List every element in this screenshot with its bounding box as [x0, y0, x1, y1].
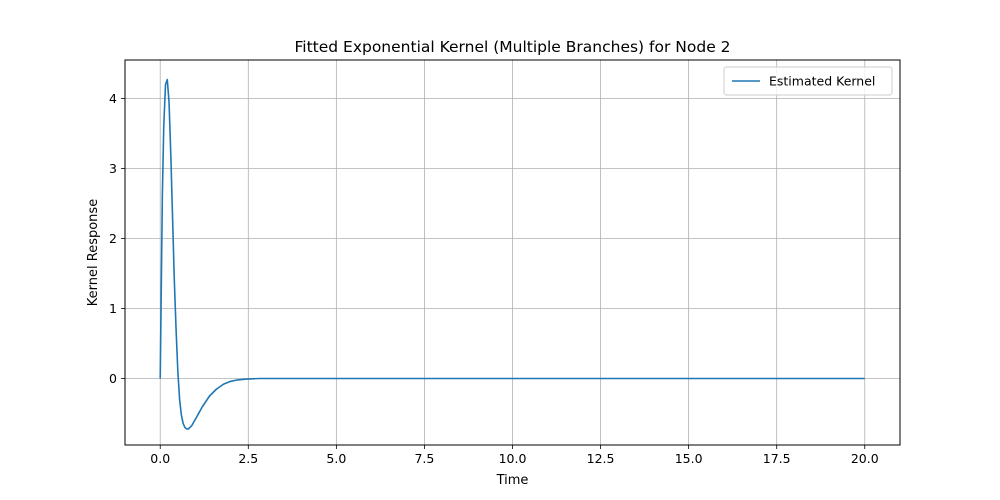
series-line [159, 78, 865, 430]
ticks: 0.0 2.5 5.0 7.5 10.0 12.5 15.0 17.5 20.0 0 1 2 3 4 [109, 91, 879, 466]
y-axis-label: Kernel Response [86, 199, 101, 306]
legend: Estimated Kernel [723, 66, 893, 96]
x-tick-label: 10.0 [499, 451, 527, 466]
y-tick-label: 4 [109, 91, 117, 106]
y-tick-label: 0 [109, 371, 117, 386]
legend-label: Estimated Kernel [769, 74, 875, 89]
x-tick-label: 15.0 [675, 451, 703, 466]
x-tick-label: 17.5 [763, 451, 791, 466]
y-tick-label: 2 [109, 231, 117, 246]
x-tick-label: 2.5 [238, 451, 258, 466]
x-tick-label: 20.0 [851, 451, 879, 466]
x-tick-label: 12.5 [587, 451, 615, 466]
x-tick-label: 0.0 [150, 451, 170, 466]
x-axis-label: Time [496, 473, 529, 488]
series-layer [159, 78, 865, 430]
y-tick-label: 3 [109, 161, 117, 176]
chart-title: Fitted Exponential Kernel (Multiple Bran… [294, 38, 730, 56]
x-tick-label: 7.5 [414, 451, 434, 466]
x-tick-label: 5.0 [326, 451, 346, 466]
legend-box [723, 66, 893, 96]
y-tick-label: 1 [109, 301, 117, 316]
